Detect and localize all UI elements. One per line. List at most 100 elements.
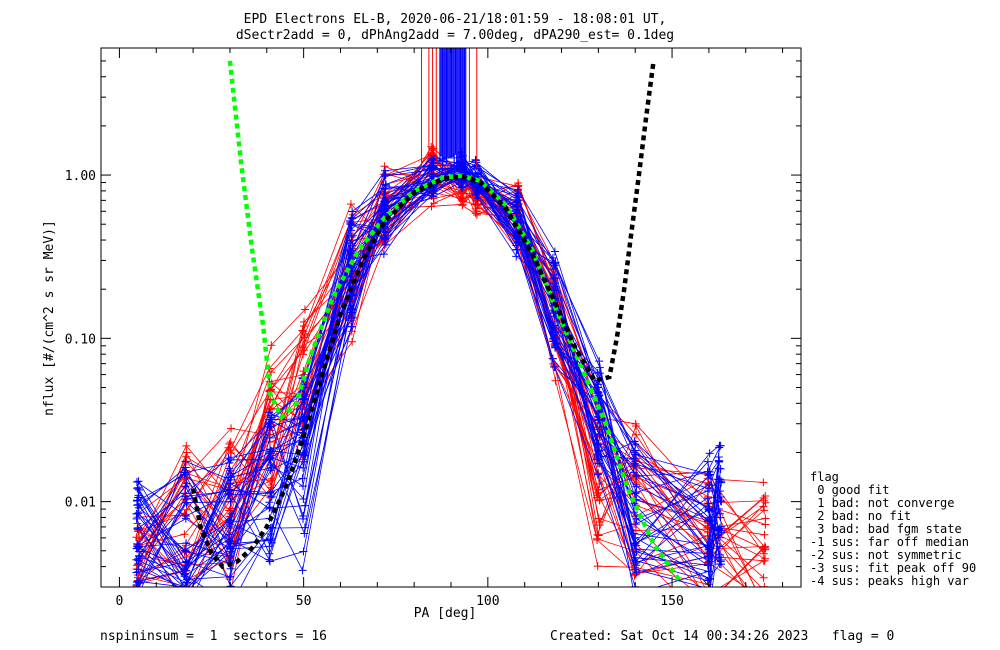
blue-distributions-point bbox=[134, 554, 143, 563]
blue-distributions-point bbox=[265, 555, 274, 564]
blue-distributions-point bbox=[630, 437, 639, 446]
x-tick-label: 150 bbox=[660, 594, 683, 609]
blue-distributions-point bbox=[224, 530, 233, 539]
blue-distributions-point bbox=[632, 568, 641, 577]
blue-distributions-point bbox=[632, 561, 641, 570]
red-distributions-point bbox=[705, 620, 713, 628]
blue-distributions-point bbox=[429, 170, 438, 179]
x-axis-label: PA [deg] bbox=[414, 606, 477, 621]
blue-distributions-point bbox=[457, 184, 466, 193]
blue-distributions-point bbox=[265, 557, 274, 566]
blue-distributions-point bbox=[703, 494, 712, 503]
legend-entry: -4 sus: peaks high var bbox=[810, 574, 969, 588]
legend: flag 0 good fit 1 bad: not converge 2 ba… bbox=[810, 470, 976, 588]
blue-distributions-point bbox=[512, 197, 521, 206]
blue-distributions-point bbox=[715, 524, 724, 533]
blue-distributions-point bbox=[348, 322, 357, 331]
legend-entry: 3 bad: bad fgm state bbox=[810, 522, 962, 536]
red-distributions-point bbox=[760, 530, 769, 539]
red-distributions-point bbox=[761, 554, 770, 563]
blue-distributions-curve bbox=[137, 168, 722, 587]
blue-distributions-point bbox=[631, 489, 640, 498]
blue-distributions-point bbox=[132, 555, 141, 564]
green-fit-line bbox=[227, 60, 682, 582]
blue-distributions-point bbox=[717, 528, 726, 537]
blue-distributions-point bbox=[703, 457, 712, 466]
blue-distributions-point bbox=[548, 354, 557, 363]
blue-distributions-point bbox=[299, 494, 308, 503]
blue-distributions-point bbox=[265, 488, 274, 497]
blue-distributions-point bbox=[182, 479, 191, 488]
blue-distributions-point bbox=[705, 484, 714, 493]
blue-distributions-point bbox=[716, 441, 725, 450]
blue-distributions-point bbox=[347, 213, 356, 222]
blue-distributions-point bbox=[709, 584, 711, 587]
blue-distributions-point bbox=[427, 187, 436, 196]
blue-distributions-point bbox=[629, 468, 638, 477]
red-distributions-point bbox=[759, 573, 768, 582]
red-distributions-point bbox=[224, 443, 233, 452]
blue-distributions-point bbox=[182, 587, 190, 595]
red-distributions-point bbox=[298, 343, 307, 352]
red-distributions-point bbox=[705, 590, 713, 598]
legend-title: flag bbox=[810, 470, 839, 484]
blue-distributions-point bbox=[550, 362, 559, 371]
red-distributions-point bbox=[225, 594, 233, 602]
blue-distributions-point bbox=[550, 247, 559, 256]
red-distributions-point bbox=[705, 599, 713, 607]
blue-distributions-point bbox=[704, 499, 713, 508]
blue-distributions-point bbox=[135, 589, 143, 597]
blue-distributions-point bbox=[715, 533, 724, 542]
blue-distributions-point bbox=[703, 517, 712, 526]
legend-entry: -3 sus: fit peak off 90 bbox=[810, 561, 976, 575]
red-distributions-point bbox=[299, 321, 308, 330]
red-distributions-point bbox=[760, 604, 768, 612]
blue-distributions-point bbox=[348, 241, 357, 250]
blue-distributions-curve bbox=[138, 166, 720, 587]
red-distributions-point bbox=[759, 478, 768, 487]
x-tick-label: 100 bbox=[476, 594, 499, 609]
blue-distributions-point bbox=[704, 567, 713, 576]
blue-distributions-point bbox=[225, 544, 234, 553]
red-distributions-point bbox=[760, 542, 769, 551]
blue-distributions-point bbox=[181, 468, 190, 477]
red-distributions-point bbox=[593, 530, 602, 539]
blue-distributions-point bbox=[133, 501, 142, 510]
red-distributions-point bbox=[346, 200, 355, 209]
red-distributions-curve bbox=[137, 166, 764, 551]
blue-distributions-point bbox=[629, 529, 638, 538]
red-distributions-point bbox=[182, 599, 190, 607]
blue-distributions-point bbox=[629, 454, 638, 463]
blue-distributions-point bbox=[705, 449, 714, 458]
red-distributions-point bbox=[763, 586, 765, 587]
red-distributions-point bbox=[705, 599, 713, 607]
red-distributions-point bbox=[760, 604, 768, 612]
blue-distributions-curve bbox=[141, 161, 722, 587]
blue-distributions-point bbox=[300, 529, 309, 538]
blue-distributions-point bbox=[474, 164, 483, 173]
blue-distributions-point bbox=[134, 477, 143, 486]
blue-distributions-point bbox=[549, 334, 558, 343]
blue-distributions-point bbox=[134, 500, 143, 509]
blue-distributions-point bbox=[182, 539, 191, 548]
blue-distributions-point bbox=[133, 542, 142, 551]
blue-distributions-point bbox=[631, 520, 640, 529]
blue-distributions-point bbox=[133, 524, 142, 533]
blue-distributions-point bbox=[716, 492, 725, 501]
blue-distributions-point bbox=[705, 470, 714, 479]
footer-sectors: nspininsum = 1 sectors = 16 bbox=[100, 629, 327, 644]
x-tick-label: 0 bbox=[116, 594, 124, 609]
blue-distributions-point bbox=[226, 582, 235, 587]
red-distributions-point bbox=[761, 514, 770, 523]
blue-distributions-point bbox=[135, 547, 144, 556]
axes-layer: 0 50 100 150 0.01 0.10 1.00 bbox=[65, 47, 802, 609]
blue-distributions-point bbox=[265, 433, 274, 442]
blue-distributions-point bbox=[630, 590, 638, 598]
red-distributions-point bbox=[267, 341, 276, 350]
blue-distributions-point bbox=[226, 497, 235, 506]
blue-distributions-point bbox=[429, 163, 438, 172]
blue-distributions-point bbox=[630, 540, 639, 549]
legend-entry: -2 sus: not symmetric bbox=[810, 548, 962, 562]
blue-distributions-point bbox=[134, 493, 143, 502]
